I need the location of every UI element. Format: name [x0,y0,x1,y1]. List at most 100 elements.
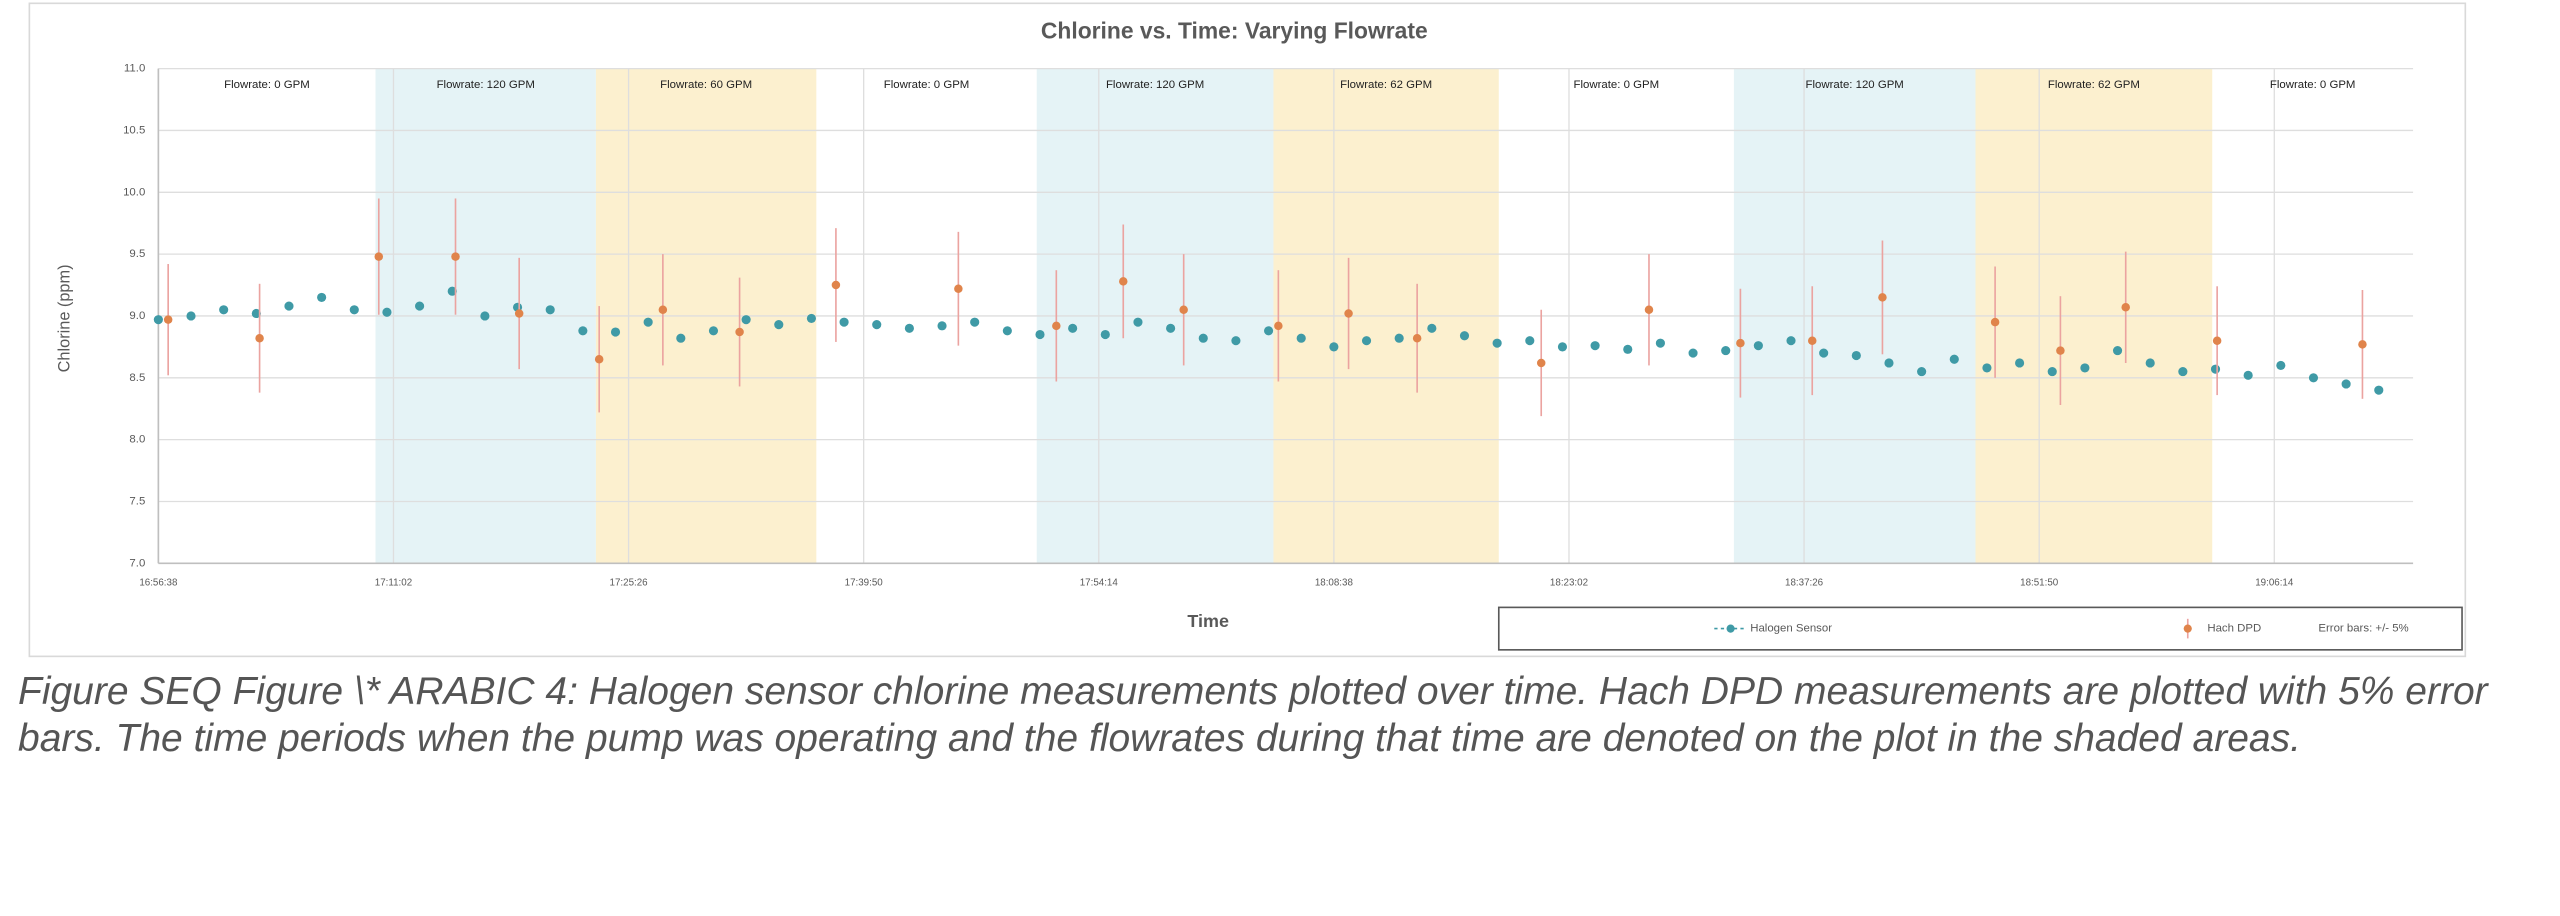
data-point [447,286,457,296]
y-tick-label: 9.5 [129,248,145,260]
data-point [2212,336,2222,345]
data-point [708,326,719,336]
data-point [2341,379,2351,389]
data-point [1536,358,1546,368]
y-tick-label: 8.0 [129,434,145,446]
data-point [2047,367,2057,377]
data-point [545,305,555,315]
x-tick-label: 17:54:14 [1080,577,1119,588]
region-label: Flowrate: 0 GPM [1574,79,1660,91]
x-tick-label: 17:39:50 [845,577,884,588]
region-label: Flowrate: 120 GPM [1806,79,1904,91]
data-point [1166,323,1176,333]
data-point [2374,385,2384,395]
x-tick-label: 16:56:38 [139,577,178,588]
region-label: Flowrate: 120 GPM [437,79,535,91]
data-point [163,315,173,324]
data-point [284,301,294,311]
data-point [251,308,261,319]
data-point [1721,346,1731,356]
data-point [774,320,784,330]
data-point [1052,321,1061,331]
x-tick-label: 18:51:50 [2020,577,2059,588]
legend [1497,606,2463,651]
data-point [872,320,882,330]
x-axis-label: Time [1187,611,1229,631]
data-point [1361,336,1372,346]
data-point [2210,364,2221,374]
data-point [1492,338,1502,348]
data-point [1623,344,1633,354]
data-point [374,252,384,261]
data-point [741,315,751,325]
x-tick-label: 18:08:38 [1315,577,1354,588]
data-point [970,317,980,327]
data-point [1344,309,1353,318]
data-point [1198,333,1208,343]
data-point [1274,321,1283,331]
data-point [1655,338,1665,348]
data-point [735,327,744,337]
legend-label: Hach DPD [2207,623,2261,635]
chart-title: Chlorine vs. Time: Varying Flowrate [1041,18,1428,44]
x-tick-label: 18:23:02 [1550,577,1588,588]
data-point [2308,373,2319,383]
legend-label: Error bars: +/- 5% [2318,623,2408,635]
data-point [219,305,229,315]
y-tick-label: 7.0 [129,557,145,569]
y-tick-label: 9.0 [129,310,145,322]
data-point [1736,338,1745,348]
data-point [1179,305,1188,315]
y-tick-label: 11.0 [124,63,145,75]
x-tick-label: 17:11:02 [375,577,412,588]
data-point [415,301,425,311]
data-point [594,355,604,364]
data-point [1459,331,1470,341]
region-label: Flowrate: 0 GPM [2270,79,2356,91]
region-label: Flowrate: 62 GPM [2048,79,2140,91]
region-label: Flowrate: 0 GPM [884,79,970,91]
data-point [1525,336,1535,346]
data-point [676,333,686,343]
y-axis-label: Chlorine (ppm) [56,264,74,372]
data-point [1688,348,1698,358]
data-point [2276,360,2286,370]
data-point [382,307,392,317]
legend-label: Halogen Sensor [1750,623,1832,635]
data-point [1100,329,1110,340]
plot-layer [157,67,2414,565]
legend-marker [1726,624,1735,633]
y-tick-label: 7.5 [129,495,145,507]
data-point [904,323,914,333]
data-point [1884,358,1894,368]
data-point [1035,329,1045,340]
region-label: Flowrate: 62 GPM [1340,79,1432,91]
x-tick-label: 19:06:14 [2255,577,2294,588]
data-point [255,333,264,343]
data-point [1819,348,1829,358]
data-point [2145,358,2155,368]
data-point [1002,326,1012,336]
data-point [1133,317,1143,327]
data-point [349,305,359,315]
data-point [1329,342,1339,352]
data-point [2112,346,2123,356]
data-point [2178,367,2188,377]
data-point [1990,317,2000,327]
data-point [317,292,327,302]
data-point [937,321,947,331]
data-point [1264,326,1274,336]
data-point [578,326,588,336]
data-point [839,317,849,327]
data-point [658,305,668,315]
data-point [1917,367,1927,377]
data-point [2015,358,2025,368]
data-point [2121,303,2130,312]
legend-marker [2183,624,2192,633]
data-point [1412,333,1422,343]
data-point [831,280,841,290]
data-point [1296,333,1306,343]
data-point [1231,336,1241,346]
